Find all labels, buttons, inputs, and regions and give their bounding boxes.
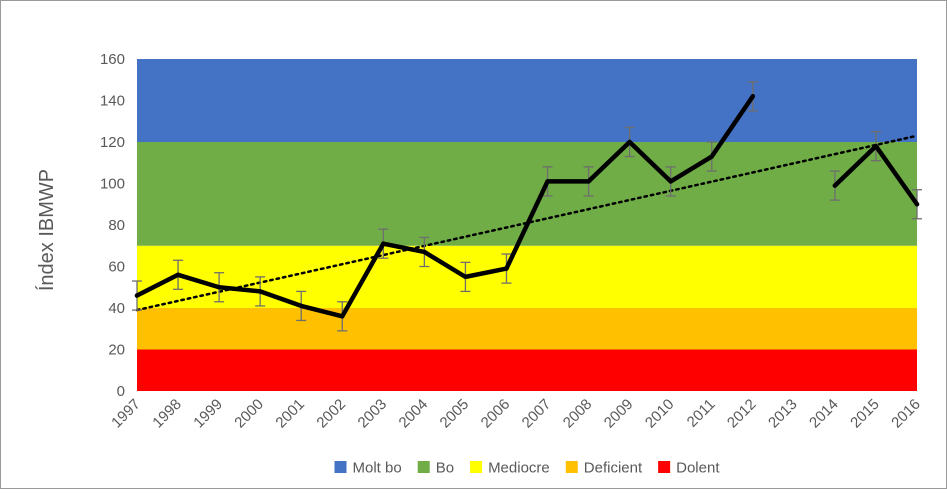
data-point: [545, 179, 550, 184]
x-axis-ticks: 1997 1998 1999 2000 2001 2002 2003 2004 2005 2006…: [108, 396, 924, 432]
data-point: [586, 179, 591, 184]
x-tick-label: 1997: [108, 396, 144, 432]
data-point: [257, 289, 263, 294]
legend-swatch-deficient: [565, 461, 578, 473]
x-tick-label: 2008: [560, 396, 596, 432]
series-line-segment: [134, 94, 756, 319]
x-tick-label: 2004: [396, 396, 432, 432]
series-lines: [134, 94, 920, 319]
legend-swatch-dolent: [658, 461, 671, 473]
y-tick-label: 160: [100, 51, 125, 68]
legend: Molt bo Bo Mediocre Deficient Dolent: [334, 460, 720, 477]
x-tick-label: 2001: [272, 396, 308, 432]
data-point: [504, 266, 509, 271]
data-point: [216, 285, 222, 290]
x-tick-label: 2015: [847, 396, 883, 432]
band-deficient: [137, 308, 917, 350]
error-bars: [132, 81, 922, 332]
y-axis-ticks: 0 20 40 60 80 100 120 140 160: [100, 51, 125, 400]
x-tick-label: 2016: [888, 396, 924, 432]
x-tick-label: 2003: [355, 396, 391, 432]
legend-label: Molt bo: [353, 460, 402, 477]
data-point: [914, 202, 920, 207]
x-tick-label: 2010: [642, 396, 678, 432]
y-tick-label: 120: [100, 134, 125, 151]
data-point: [134, 293, 140, 298]
band-mediocre: [137, 245, 917, 308]
y-tick-label: 20: [108, 342, 125, 359]
y-tick-label: 60: [108, 259, 125, 276]
x-tick-label: 2006: [478, 396, 514, 432]
y-tick-label: 0: [117, 383, 125, 400]
band-dolent: [137, 349, 917, 391]
data-point: [299, 303, 304, 309]
data-point: [463, 274, 468, 280]
x-tick-label: 2000: [231, 396, 267, 432]
legend-label: Bo: [436, 460, 454, 477]
x-tick-label: 1999: [190, 396, 226, 432]
legend-label: Dolent: [676, 460, 720, 477]
x-tick-label: 2014: [806, 396, 842, 432]
x-tick-label: 2007: [519, 396, 555, 432]
x-tick-label: 2012: [724, 396, 760, 432]
x-tick-label: 2002: [313, 396, 349, 432]
data-point: [175, 272, 181, 277]
y-tick-label: 40: [108, 300, 125, 317]
data-point: [873, 143, 879, 149]
y-tick-label: 140: [100, 93, 125, 110]
data-point: [381, 241, 386, 246]
data-point: [750, 94, 755, 99]
data-point: [627, 139, 632, 145]
data-point: [340, 314, 345, 319]
data-point: [709, 154, 714, 159]
legend-swatch-mediocre: [470, 461, 483, 473]
y-tick-label: 100: [100, 176, 125, 193]
data-point: [668, 179, 673, 184]
y-tick-label: 80: [108, 217, 125, 234]
x-tick-label: 2005: [437, 396, 473, 432]
legend-swatch-molt-bo: [334, 461, 347, 473]
x-tick-label: 2013: [765, 396, 801, 432]
legend-swatch-bo: [417, 461, 430, 473]
x-tick-label: 1998: [149, 396, 185, 432]
legend-label: Mediocre: [488, 460, 550, 477]
x-tick-label: 2009: [601, 396, 637, 432]
data-point: [422, 249, 427, 255]
data-point: [832, 183, 838, 188]
band-molt-bo: [137, 59, 917, 142]
x-tick-label: 2011: [684, 396, 719, 431]
quality-bands: [137, 59, 917, 391]
legend-label: Deficient: [584, 460, 643, 477]
y-axis-label: Índex IBMWP: [35, 169, 58, 291]
